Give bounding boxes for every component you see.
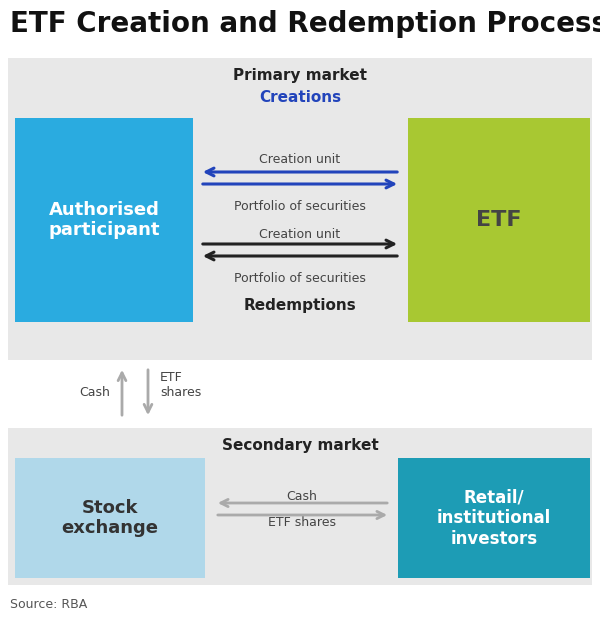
Text: Redemptions: Redemptions (244, 298, 356, 313)
Text: Cash: Cash (287, 490, 317, 503)
Text: Primary market: Primary market (233, 68, 367, 83)
Text: Secondary market: Secondary market (221, 438, 379, 453)
Text: Stock
exchange: Stock exchange (62, 498, 158, 537)
Text: ETF
shares: ETF shares (160, 371, 201, 399)
FancyBboxPatch shape (408, 118, 590, 322)
Text: Authorised
participant: Authorised participant (48, 201, 160, 240)
Text: Retail/
institutional
investors: Retail/ institutional investors (437, 488, 551, 548)
Text: Cash: Cash (79, 386, 110, 399)
Text: ETF Creation and Redemption Process: ETF Creation and Redemption Process (10, 10, 600, 38)
FancyBboxPatch shape (398, 458, 590, 578)
Text: ETF: ETF (476, 210, 522, 230)
FancyBboxPatch shape (8, 58, 592, 360)
Text: Creation unit: Creation unit (259, 228, 341, 241)
Text: ETF shares: ETF shares (268, 516, 336, 529)
Text: Portfolio of securities: Portfolio of securities (234, 200, 366, 213)
Text: Portfolio of securities: Portfolio of securities (234, 272, 366, 285)
Text: Source: RBA: Source: RBA (10, 598, 87, 611)
Text: Creations: Creations (259, 90, 341, 105)
FancyBboxPatch shape (8, 428, 592, 585)
FancyBboxPatch shape (15, 458, 205, 578)
FancyBboxPatch shape (15, 118, 193, 322)
Text: Creation unit: Creation unit (259, 153, 341, 166)
